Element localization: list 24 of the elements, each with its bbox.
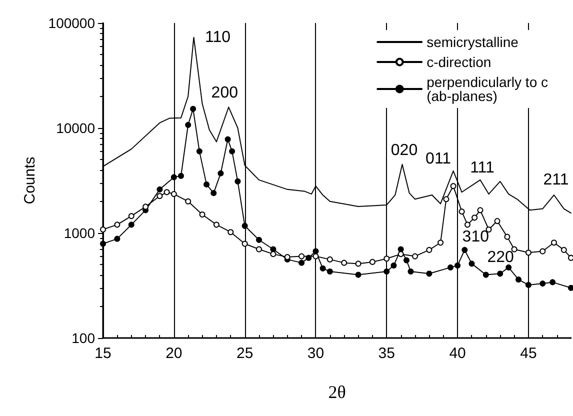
x-tick-label: 45 [520, 345, 537, 362]
legend-label: perpendicularly to c (ab-planes) [426, 74, 548, 104]
legend-label: semicrystalline [426, 34, 519, 50]
y-tick-label: 100000 [48, 15, 96, 31]
x-tick-label: 25 [236, 345, 254, 362]
x-tick-label: 30 [307, 345, 324, 362]
x-tick-label: 40 [449, 345, 466, 362]
y-tick-label: 100 [72, 330, 96, 346]
annotation: 011 [426, 150, 452, 168]
annotation: 310 [462, 228, 490, 246]
y-tick-label: 10000 [56, 120, 96, 136]
annotation: 110 [205, 28, 231, 46]
annotation: 020 [390, 142, 418, 159]
y-tick-label: 1000 [64, 225, 96, 241]
x-axis-title: 2θ [328, 382, 346, 402]
annotation: 200 [211, 84, 238, 102]
legend-label: c-direction [426, 54, 492, 70]
annotation: 211 [543, 172, 569, 189]
annotation: 111 [470, 159, 494, 176]
x-tick-label: 35 [378, 345, 395, 362]
x-tick-label: 15 [94, 345, 112, 362]
y-axis-title: Counts [21, 156, 38, 204]
x-tick-label: 20 [166, 345, 182, 362]
annotation: 220 [487, 248, 514, 266]
